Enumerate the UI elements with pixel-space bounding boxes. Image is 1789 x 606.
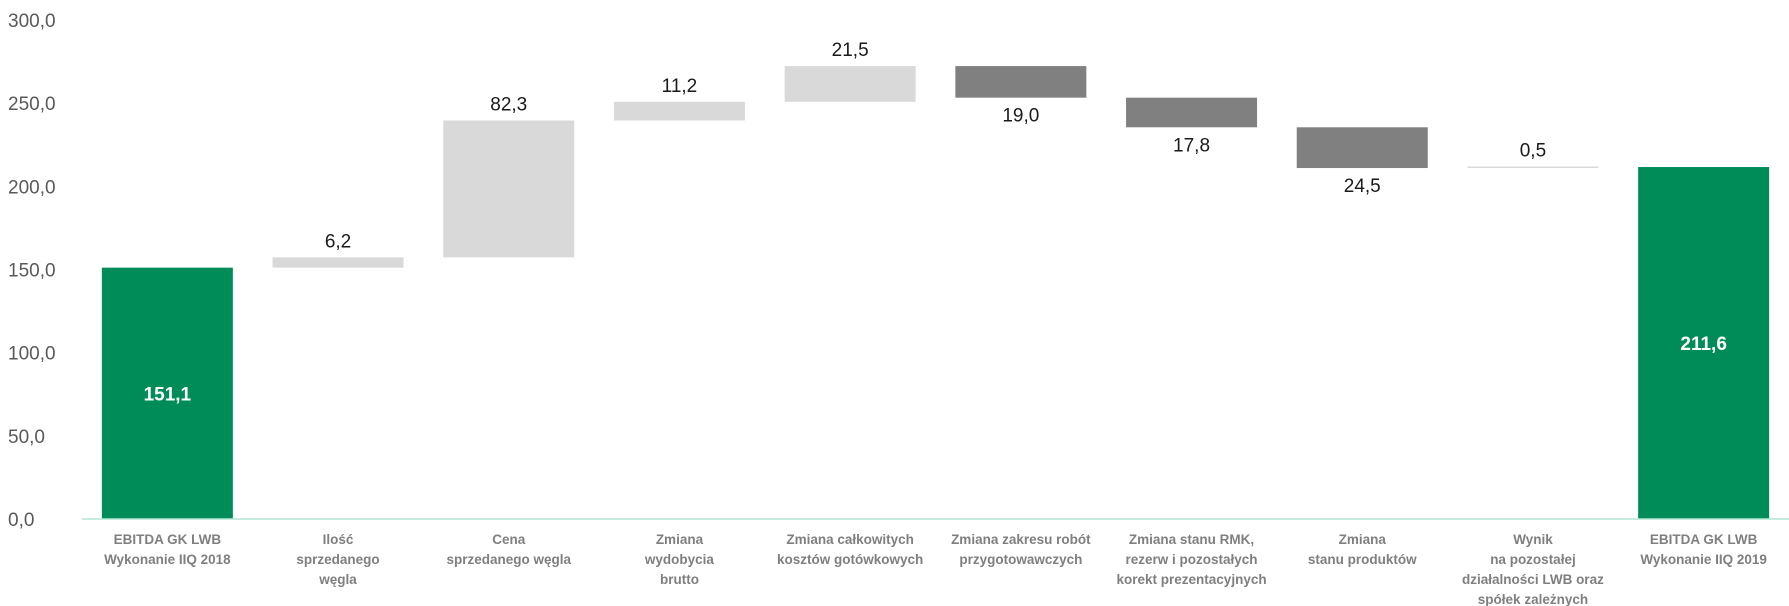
data-label: 11,2: [662, 76, 698, 97]
y-tick-label: 0,0: [8, 510, 34, 531]
data-label: 19,0: [1002, 106, 1039, 127]
category-label-line: Zmiana stanu RMK,: [1129, 532, 1254, 547]
category-label-line: przygotowawczych: [959, 552, 1082, 567]
category-label-line: rezerw i pozostałych: [1126, 552, 1258, 567]
category-label-line: węgla: [318, 572, 357, 587]
category-label: EBITDA GK LWB Wykonanie IIQ 2019: [1640, 532, 1767, 567]
category-label-line: stanu produktów: [1308, 552, 1417, 567]
category-label-line: Wykonanie IIQ 2018: [104, 552, 231, 567]
y-tick-label: 300,0: [8, 11, 56, 32]
bar-decrease: [1296, 127, 1428, 169]
category-label-line: EBITDA GK LWB: [114, 532, 222, 547]
category-label-line: Zmiana całkowitych: [786, 532, 914, 547]
data-labels-group: 151,1 6,2 82,3 11,2 21,5 19,0 17,8 24,5 0,5 211,6: [144, 40, 1727, 405]
category-label-line: Cena: [492, 532, 526, 547]
bar-decrease: [955, 66, 1087, 98]
data-label: 0,5: [1520, 141, 1546, 162]
category-label-line: sprzedanego: [296, 552, 379, 567]
bar-total: [101, 267, 233, 519]
bars-group: [101, 66, 1770, 519]
category-label: Ilość sprzedanego węgla: [296, 532, 379, 587]
category-label-line: Zmiana: [1339, 532, 1387, 547]
y-axis: 0,0 50,0 100,0 150,0 200,0 250,0 300,0: [8, 11, 56, 531]
category-label-line: Ilość: [323, 532, 354, 547]
category-label-line: korekt prezentacyjnych: [1117, 572, 1267, 587]
category-label-line: sprzedanego węgla: [446, 552, 571, 567]
data-label: 24,5: [1344, 176, 1381, 197]
category-label: Zmiana całkowitych kosztów gotówkowych: [777, 532, 923, 567]
bar-increase: [272, 257, 404, 268]
data-label: 6,2: [325, 231, 351, 252]
category-label-line: Zmiana: [656, 532, 704, 547]
bar-increase: [1467, 166, 1599, 169]
category-label-line: Wykonanie IIQ 2019: [1640, 552, 1767, 567]
category-label-line: spółek zależnych: [1478, 592, 1588, 606]
data-label: 17,8: [1173, 135, 1210, 156]
category-label-line: Wynik: [1513, 532, 1553, 547]
category-label: EBITDA GK LWB Wykonanie IIQ 2018: [104, 532, 231, 567]
bar-total: [1638, 167, 1770, 519]
bar-increase: [784, 66, 916, 102]
y-tick-label: 200,0: [8, 177, 56, 198]
data-label: 21,5: [832, 40, 869, 61]
category-label: Zmiana stanu RMK, rezerw i pozostałych kor…: [1117, 532, 1267, 587]
data-label: 151,1: [144, 384, 192, 405]
category-label: Wynik na pozostałej działalności LWB oraz s…: [1462, 532, 1604, 606]
category-label: Zmiana wydobycia brutto: [644, 532, 715, 587]
data-label: 211,6: [1680, 334, 1727, 355]
category-label-line: na pozostałej: [1490, 552, 1576, 567]
bar-decrease: [1126, 97, 1258, 128]
category-label-line: działalności LWB oraz: [1462, 572, 1604, 587]
y-tick-label: 250,0: [8, 94, 56, 115]
data-label: 82,3: [490, 94, 527, 115]
category-label-line: wydobycia: [644, 552, 715, 567]
category-label: Zmiana zakresu robót przygotowawczych: [951, 532, 1091, 567]
y-tick-label: 50,0: [8, 427, 45, 448]
category-label-line: EBITDA GK LWB: [1650, 532, 1758, 547]
x-axis-labels-group: EBITDA GK LWB Wykonanie IIQ 2018 Ilość sprz…: [104, 532, 1767, 606]
category-label-line: kosztów gotówkowych: [777, 552, 923, 567]
bar-increase: [443, 120, 575, 258]
category-label-line: brutto: [660, 572, 699, 587]
y-tick-label: 150,0: [8, 261, 56, 282]
category-label: Cena sprzedanego węgla: [446, 532, 571, 567]
y-tick-label: 100,0: [8, 344, 56, 365]
category-label-line: Zmiana zakresu robót: [951, 532, 1091, 547]
bar-increase: [613, 101, 745, 121]
category-label: Zmiana stanu produktów: [1308, 532, 1417, 567]
